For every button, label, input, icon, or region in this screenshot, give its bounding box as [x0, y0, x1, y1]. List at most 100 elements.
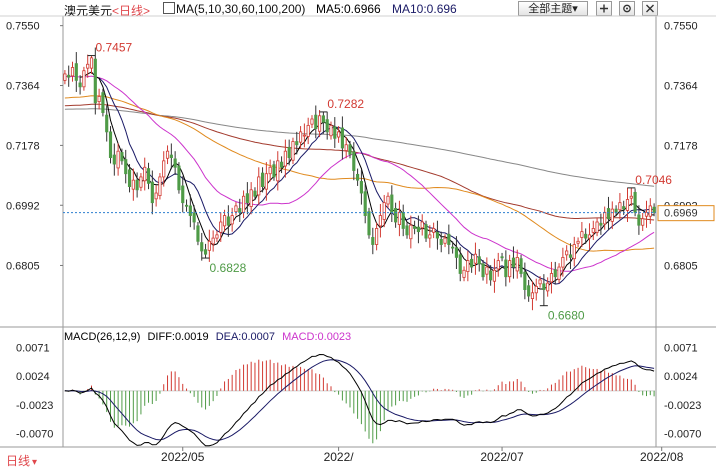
candle-body-3	[74, 63, 78, 81]
candle-body-67	[318, 115, 322, 132]
candle-body-81	[371, 237, 375, 245]
annotation-label-3: 0.6680	[548, 309, 585, 323]
candle-body-46	[238, 208, 242, 213]
candle-body-71	[333, 126, 337, 139]
candle-body-92	[413, 226, 417, 229]
candle-body-152	[641, 218, 645, 226]
candle-body-79	[363, 191, 367, 216]
annotation-label-1: 0.7282	[327, 97, 364, 111]
candle-body-89	[401, 211, 405, 229]
x-tick-label-2: 2022/07	[480, 450, 524, 464]
ma60-line	[64, 95, 655, 252]
price-tick-right-1: 0.7364	[664, 81, 698, 93]
price-tick-left-3: 0.6992	[6, 200, 40, 212]
candle-body-4	[78, 82, 82, 88]
candle-body-88	[397, 211, 401, 225]
candle-body-76	[352, 151, 356, 171]
candle-body-37	[203, 249, 208, 255]
candle-body-64	[306, 125, 310, 137]
close-button[interactable]	[642, 1, 658, 16]
candle-body-19	[135, 179, 139, 191]
candle-body-16	[124, 159, 128, 175]
candle-body-39	[211, 237, 215, 245]
candle-body-98	[435, 231, 440, 239]
x-tick-label-1: 2022/	[324, 450, 355, 464]
price-tick-left-2: 0.7178	[6, 140, 40, 152]
price-tick-right-0: 0.7550	[664, 21, 698, 33]
annotation-label-4: 0.7046	[635, 173, 672, 187]
candle-body-47	[241, 195, 246, 213]
macd-tick-left-3: -0.0070	[16, 429, 53, 441]
candle-body-134	[572, 244, 576, 260]
candle-body-97	[432, 228, 436, 233]
period-selector[interactable]: <日线>	[112, 4, 151, 18]
price-tick-right-2: 0.7178	[664, 140, 698, 152]
candle-body-141	[599, 222, 603, 226]
ma5-value: MA5:0.6966	[316, 2, 381, 16]
candle-body-1	[67, 74, 71, 78]
candle-body-138	[587, 234, 592, 239]
ma-checkbox[interactable]	[163, 2, 175, 14]
candle-body-32	[184, 204, 189, 207]
candle-body-84	[382, 202, 386, 220]
footer-period-selector[interactable]: 日线 ▾	[6, 452, 37, 469]
candle-body-154	[648, 205, 652, 217]
ma200-line	[64, 108, 655, 187]
macd-legend: MACD(26,12,9) DIFF:0.0019 DEA:0.0007 MAC…	[64, 331, 351, 343]
settings-button[interactable]	[619, 1, 635, 16]
candle-body-56	[276, 160, 280, 182]
x-tick-label-3: 2022/08	[640, 450, 684, 464]
candle-body-132	[565, 250, 569, 256]
candle-body-59	[287, 146, 291, 159]
macd-tick-right-3: -0.0070	[664, 429, 701, 441]
candle-body-52	[260, 172, 265, 187]
candle-body-95	[424, 224, 428, 239]
ma10-value: MA10:0.696	[392, 2, 457, 16]
candle-body-117	[508, 260, 512, 278]
candle-body-48	[245, 193, 249, 204]
instrument-title: 澳元美元	[64, 4, 113, 18]
gear-icon	[623, 4, 631, 13]
candle-body-137	[584, 233, 588, 239]
candle-body-99	[439, 238, 443, 245]
candle-body-140	[595, 221, 599, 233]
candle-body-78	[359, 181, 363, 194]
candle-body-155	[652, 206, 656, 213]
chevron-down-icon: ▾	[572, 3, 578, 15]
candle-body-50	[253, 190, 257, 197]
candle-body-12	[108, 131, 113, 159]
candle-body-61	[295, 141, 299, 146]
candle-body-128	[549, 273, 554, 283]
candle-body-43	[226, 216, 230, 226]
macd-tick-right-0: 0.0071	[664, 342, 698, 354]
macd-title: MACD(26,12,9)	[64, 331, 141, 343]
candle-body-8	[93, 58, 97, 104]
add-indicator-button[interactable]	[596, 1, 612, 16]
candle-body-22	[146, 168, 151, 184]
candle-body-20	[139, 176, 143, 188]
candle-body-91	[409, 224, 413, 240]
x-tick-label-0: 2022/05	[161, 450, 205, 464]
plus-icon	[600, 4, 608, 13]
candle-body-142	[603, 211, 607, 225]
candle-body-87	[394, 208, 398, 223]
macd-tick-right-2: -0.0023	[664, 400, 701, 412]
candle-body-26	[162, 160, 166, 178]
candle-body-51	[257, 176, 261, 196]
theme-dropdown-button[interactable]: 全部主题▾	[518, 1, 588, 16]
candle-body-136	[580, 231, 584, 238]
close-icon	[646, 4, 654, 13]
candle-body-144	[610, 208, 614, 222]
candle-body-126	[542, 283, 546, 290]
candle-body-6	[86, 63, 90, 69]
candle-body-21	[143, 166, 147, 182]
candle-body-107	[470, 258, 474, 268]
candle-body-58	[283, 150, 287, 167]
candle-body-72	[337, 131, 341, 138]
candle-body-24	[154, 192, 158, 200]
chevron-down-icon: ▾	[32, 457, 38, 468]
candle-body-45	[234, 205, 238, 213]
annotation-label-0: 0.7457	[96, 41, 133, 55]
candle-body-102	[451, 246, 455, 249]
